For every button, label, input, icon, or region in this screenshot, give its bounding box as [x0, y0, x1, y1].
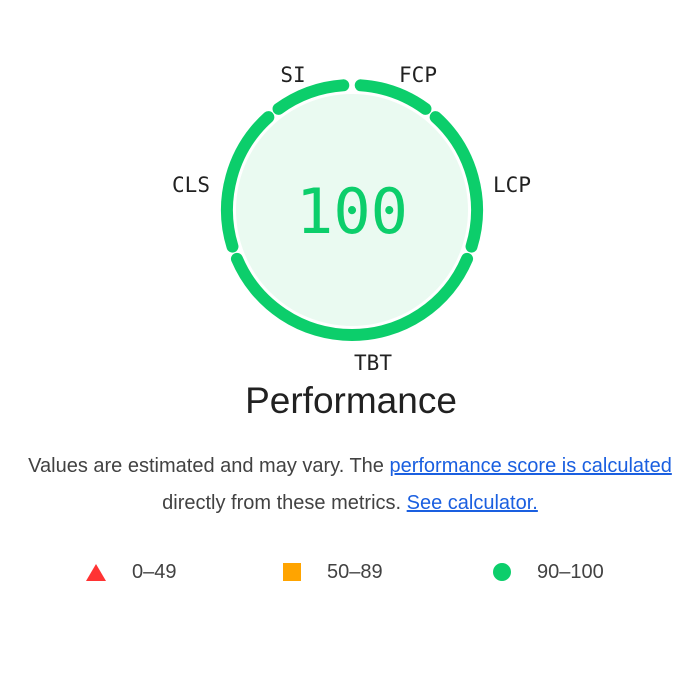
metric-label-fcp[interactable]: FCP [399, 63, 437, 87]
category-title: Performance [245, 380, 457, 421]
triangle-icon [86, 563, 106, 581]
description-text-middle: directly from these metrics. [162, 492, 407, 514]
performance-gauge: 100 SI FCP LCP TBT CLS Performance [172, 63, 531, 421]
ring-segment-tbt [230, 252, 474, 341]
square-icon [283, 563, 301, 581]
ring-segment-cls [221, 111, 275, 253]
score-value: 100 [296, 175, 408, 248]
score-calculation-link[interactable]: performance score is calculated [389, 455, 672, 477]
gauge-fill [236, 94, 468, 326]
metric-label-si[interactable]: SI [280, 63, 305, 87]
ring-segment-fcp [354, 79, 432, 115]
score-description: Values are estimated and may vary. The p… [20, 448, 680, 522]
legend-range-average: 50–89 [327, 560, 383, 583]
legend-item-average: 50–89 [283, 555, 383, 589]
legend-range-pass: 90–100 [537, 560, 604, 583]
circle-icon [493, 563, 511, 581]
see-calculator-link[interactable]: See calculator. [406, 492, 538, 514]
score-scale-legend: 0–49 50–89 90–100 [0, 555, 700, 589]
ring-segment-si [272, 79, 350, 115]
legend-item-pass: 90–100 [493, 555, 604, 589]
legend-item-fail: 0–49 [86, 555, 177, 589]
legend-range-fail: 0–49 [132, 560, 177, 583]
metric-label-tbt[interactable]: TBT [354, 351, 392, 375]
metric-label-cls[interactable]: CLS [172, 173, 210, 197]
ring-segment-lcp [429, 111, 483, 253]
gauge-ring [221, 79, 483, 341]
metric-label-lcp[interactable]: LCP [493, 173, 531, 197]
description-text-start: Values are estimated and may vary. The [28, 455, 390, 477]
